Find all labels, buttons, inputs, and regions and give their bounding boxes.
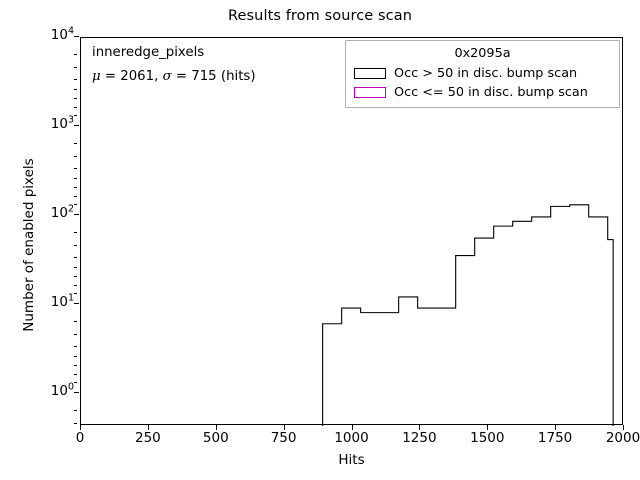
legend-entry-occ-le-50[interactable]: Occ <= 50 in disc. bump scan [352,83,613,102]
y-tick-minor [74,320,77,322]
y-tick-minor [74,98,77,100]
y-tick-minor [74,345,77,347]
y-tick-minor [74,334,77,336]
y-tick-major-1e3 [74,125,79,126]
histogram-series-occ-gt-50 [322,204,614,426]
x-tick-major [487,425,489,430]
y-tick-minor [74,67,77,69]
x-tick-label-2000: 2000 [605,430,640,446]
y-tick-minor [74,106,77,108]
y-tick-label-1e2: 102 [50,203,74,221]
dataset-name-label: inneredge_pixels [92,45,205,60]
y-tick-minor [74,284,77,286]
mu-symbol: μ [92,69,101,85]
x-tick-label-1500: 1500 [470,430,505,446]
y-tick-minor [74,423,77,425]
legend-label-occ-gt-50: Occ > 50 in disc. bump scan [394,66,578,81]
x-tick-major [623,425,624,430]
x-tick-major [147,425,149,430]
y-tick-minor [74,292,77,294]
y-tick-minor [74,276,77,278]
mu-equals: = [100,69,121,85]
y-tick-minor [74,89,77,91]
y-tick-minor [74,195,77,197]
y-tick-minor [74,178,77,180]
x-tick-major [351,425,353,430]
sigma-equals: = [171,69,192,85]
x-tick-major [215,425,217,430]
x-tick-major [419,425,421,430]
y-tick-minor [74,114,77,116]
y-tick-minor [74,373,77,375]
legend-title: 0x2095a [454,46,511,61]
x-tick-label-750: 750 [270,430,297,446]
legend-swatch-black [354,68,386,79]
y-tick-minor [74,245,77,247]
y-tick-minor [74,53,77,55]
histogram-svg [322,204,614,426]
y-tick-minor [74,142,77,144]
legend: 0x2095a Occ > 50 in disc. bump scan Occ … [345,40,620,108]
y-tick-minor [74,256,77,258]
stats-annotation: inneredge_pixels μ = 2061, σ = 715 (hits… [92,46,256,84]
sigma-value: 715 [191,69,217,85]
stats-units: (hits) [216,69,256,85]
y-tick-minor [74,187,77,189]
x-tick-label-250: 250 [135,430,161,446]
x-tick-major [283,425,285,430]
legend-entry-occ-gt-50[interactable]: Occ > 50 in disc. bump scan [352,64,613,83]
y-tick-major-1e1 [74,303,79,304]
y-tick-major-1e0 [74,392,79,393]
y-tick-minor [74,267,77,269]
y-tick-label-1e4: 104 [50,25,74,43]
y-tick-label-1e1: 101 [50,292,74,310]
y-axis-label: Number of enabled pixels [21,158,37,332]
y-tick-minor [74,356,77,358]
page-title: Results from source scan [227,8,413,24]
y-tick-major-1e2 [74,214,79,215]
y-tick-major-1e4 [74,36,79,37]
y-tick-minor [74,167,77,169]
x-tick-label-500: 500 [202,430,229,446]
y-tick-minor [74,231,77,233]
y-tick-minor [74,365,77,367]
legend-label-occ-le-50: Occ <= 50 in disc. bump scan [394,85,588,100]
x-tick-label-1000: 1000 [334,430,369,446]
y-tick-minor [74,78,77,80]
x-tick-label-1250: 1250 [402,430,437,446]
y-tick-minor [74,156,77,158]
y-tick-label-1e0: 100 [50,381,74,399]
x-tick-label-0: 0 [75,430,85,446]
mu-value: 2061 [120,69,155,85]
x-tick-label-1750: 1750 [537,430,573,446]
legend-swatch-magenta [354,87,386,98]
x-tick-major [80,425,81,430]
stats-text: μ = 2061, σ = 715 (hits) [92,70,256,83]
y-tick-minor [74,203,77,205]
y-tick-minor [74,381,77,383]
y-tick-minor [74,409,77,411]
x-tick-major [555,425,557,430]
y-tick-label-1e3: 103 [50,114,74,132]
stats-separator: , [154,69,163,85]
sigma-symbol: σ [162,69,172,85]
x-axis-label: Hits [338,452,365,468]
